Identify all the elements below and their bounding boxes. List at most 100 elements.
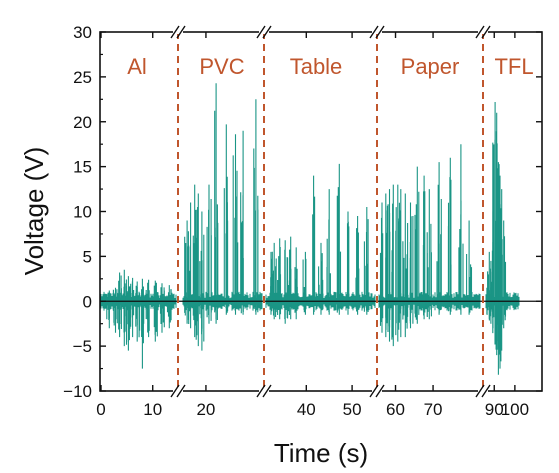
axis-break-gap — [478, 389, 488, 393]
spike-10 — [159, 283, 165, 333]
spike-6 — [403, 193, 409, 338]
spike-10 — [336, 163, 342, 315]
axes-frame — [99, 31, 543, 392]
spike-0 — [379, 202, 384, 333]
y-tick-label: −5 — [73, 337, 92, 356]
spike-8 — [414, 166, 420, 324]
axis-break-mark — [170, 384, 180, 398]
spike-9 — [326, 189, 331, 315]
x-tick-label: 90 — [485, 400, 504, 419]
series-segment-al — [100, 269, 177, 369]
spike-2 — [277, 238, 282, 320]
spike-1 — [112, 287, 118, 333]
segment-label-tfl: TFL — [494, 54, 533, 79]
x-tick-label: 100 — [501, 400, 529, 419]
axis-break-gap — [372, 30, 382, 34]
spike-12 — [355, 216, 360, 315]
spike-0 — [270, 251, 273, 315]
segment-label-al: Al — [127, 54, 147, 79]
spike-4 — [125, 276, 131, 351]
axis-break-gap — [259, 389, 269, 393]
axis-break-mark — [375, 25, 385, 39]
spike-8 — [232, 134, 239, 315]
x-tick-label: 60 — [386, 400, 405, 419]
y-tick-label: 5 — [83, 247, 92, 266]
segment-label-pvc: PVC — [199, 54, 244, 79]
spike-3 — [391, 184, 394, 347]
spike-12 — [447, 157, 452, 315]
y-tick-label: 15 — [73, 158, 92, 177]
series-segment-tfl — [485, 102, 520, 375]
y-tick-label: 10 — [73, 203, 92, 222]
axis-break-mark — [475, 384, 485, 398]
axis-break-gap — [173, 30, 183, 34]
x-tick-label: 10 — [143, 400, 162, 419]
axis-break-mark — [256, 384, 266, 398]
spike-5 — [129, 277, 135, 338]
spike-3 — [284, 240, 289, 324]
spike-11 — [346, 211, 350, 315]
spike-2 — [118, 272, 122, 338]
spike-13 — [458, 144, 464, 315]
x-tick-label: 50 — [343, 400, 362, 419]
y-tick-label: 20 — [73, 113, 92, 132]
axis-break-gap — [372, 389, 382, 393]
axis-break-mark — [475, 25, 485, 39]
spike-10 — [253, 99, 259, 315]
axis-break-mark — [176, 384, 186, 398]
spike-6 — [302, 251, 307, 315]
spike-10 — [426, 189, 432, 320]
plot-area — [100, 32, 542, 391]
axis-break-gap — [259, 30, 269, 34]
axis-break-mark — [176, 25, 186, 39]
spike-9 — [422, 175, 426, 320]
x-axis-title: Time (s) — [274, 438, 368, 468]
spike-6 — [214, 83, 219, 324]
axis-break-mark — [256, 25, 266, 39]
spike-7 — [223, 124, 229, 315]
axis-break-mark — [375, 384, 385, 398]
y-tick-label: 25 — [73, 68, 92, 87]
axis-break-mark — [481, 25, 491, 39]
spike-9 — [153, 280, 158, 342]
spike-8 — [145, 279, 150, 338]
x-tick-label: 20 — [196, 400, 215, 419]
spike-5 — [294, 247, 298, 320]
y-axis-title: Voltage (V) — [19, 147, 49, 276]
segment-label-paper: Paper — [401, 54, 460, 79]
spike-5 — [397, 189, 404, 338]
axis-break-mark — [262, 384, 272, 398]
spike-8 — [318, 242, 324, 315]
spike-7 — [312, 175, 316, 315]
spike-2 — [386, 189, 391, 342]
axis-break-gap — [478, 30, 488, 34]
y-tick-label: −10 — [63, 382, 92, 401]
axis-break-mark — [481, 384, 491, 398]
axis-break-mark — [369, 384, 379, 398]
series-segment-paper — [378, 144, 481, 347]
axis-break-mark — [262, 25, 272, 39]
y-tick-label: 0 — [83, 292, 92, 311]
y-tick-label: 30 — [73, 23, 92, 42]
x-tick-label: 40 — [297, 400, 316, 419]
axes-border — [99, 31, 543, 392]
series-segment-pvc — [182, 83, 263, 351]
spike-11 — [436, 162, 442, 315]
axis-break-mark — [170, 25, 180, 39]
spike-8 — [500, 220, 507, 329]
segment-labels: Al PVC Table Paper TFL — [127, 54, 533, 79]
spike-7 — [141, 278, 145, 369]
spike-6 — [135, 281, 141, 342]
spike-3 — [195, 193, 201, 347]
axis-break-gap — [173, 389, 183, 393]
series-segment-table — [265, 163, 376, 324]
spike-1 — [187, 202, 192, 329]
spike-7 — [409, 202, 414, 329]
x-tick-label: 0 — [96, 400, 105, 419]
spike-4 — [200, 211, 205, 351]
spike-13 — [363, 207, 369, 315]
spike-14 — [466, 220, 473, 315]
x-tick-label: 70 — [424, 400, 443, 419]
